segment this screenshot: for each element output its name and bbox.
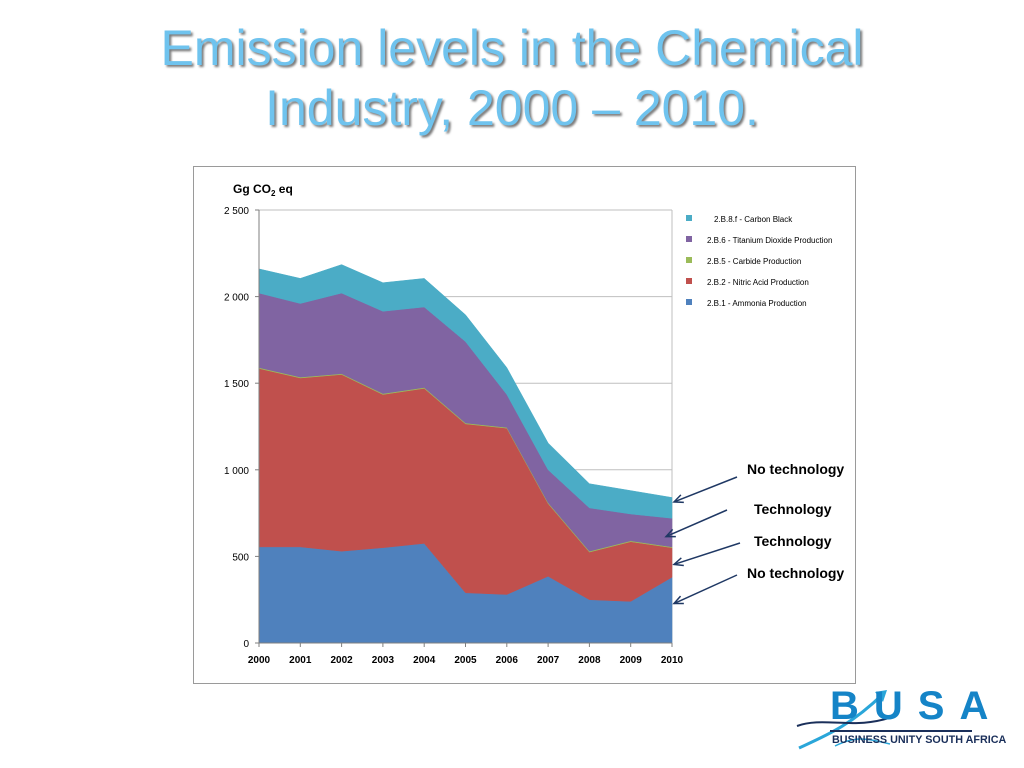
annotation-arrows [664, 476, 741, 605]
legend-swatch [686, 257, 692, 263]
slide-title-line-1: Emission levels in the Chemical [160, 20, 864, 76]
busa-logo-word: BUSA [830, 684, 1004, 728]
annotation-technology-lower: Technology [754, 533, 832, 549]
axes: 0 500 1 000 1 500 2 000 2 500 2000 2001 2002 2003… [224, 182, 684, 666]
legend-swatch [686, 215, 692, 221]
chart-legend: 2.B.8.f - Carbon Black 2.B.6 - Titanium D… [686, 215, 832, 308]
annotation-arrow-head [672, 494, 684, 504]
annotation-arrow-head [664, 528, 676, 538]
x-tick-label: 2002 [330, 655, 353, 666]
busa-logo-subtitle: BUSINESS UNITY SOUTH AFRICA [832, 734, 1007, 746]
legend-label: 2.B.8.f - Carbon Black [714, 215, 793, 224]
annotation-arrow-line [665, 509, 728, 538]
x-tick-label: 2003 [372, 655, 395, 666]
busa-logo-rule [830, 730, 972, 732]
x-tick-label: 2007 [537, 655, 560, 666]
annotation-arrow-line [673, 542, 741, 566]
slide-title-line-2: Industry, 2000 – 2010. [265, 80, 759, 136]
legend-label: 2.B.1 - Ammonia Production [707, 299, 807, 308]
annotation-arrow-line [673, 574, 738, 605]
y-tick-label: 2 000 [224, 293, 249, 304]
y-tick-label: 2 500 [224, 206, 249, 217]
annotation-no-technology-top: No technology [747, 461, 845, 477]
legend-swatch [686, 278, 692, 284]
y-tick-label: 500 [232, 552, 249, 563]
x-tick-label: 2006 [496, 655, 519, 666]
stacked-areas [258, 264, 673, 644]
y-tick-label: 0 [243, 639, 249, 650]
x-tick-label: 2005 [454, 655, 477, 666]
legend-label: 2.B.2 - Nitric Acid Production [707, 278, 809, 287]
legend-swatch [686, 236, 692, 242]
annotation-no-technology-bottom: No technology [747, 565, 845, 581]
x-tick-label: 2009 [620, 655, 643, 666]
legend-label: 2.B.6 - Titanium Dioxide Production [707, 236, 832, 245]
area-carbon-black [258, 264, 673, 519]
x-tick-label: 2010 [661, 655, 684, 666]
annotation-technology-upper: Technology [754, 501, 832, 517]
busa-logo-swoosh [796, 690, 896, 750]
y-axis-label: Gg CO2 eq [233, 182, 293, 198]
x-tick-label: 2000 [248, 655, 271, 666]
annotation-arrow-line [673, 476, 738, 503]
x-tick-label: 2001 [289, 655, 312, 666]
x-tick-label: 2008 [578, 655, 601, 666]
slide-title: Emission levels in the Chemical Industry… [0, 18, 1024, 138]
legend-swatch [686, 299, 692, 305]
y-tick-label: 1 000 [224, 466, 249, 477]
x-tick-label: 2004 [413, 655, 436, 666]
legend-label: 2.B.5 - Carbide Production [707, 257, 801, 266]
annotation-arrow-head [672, 557, 684, 567]
annotation-arrow-head [672, 595, 684, 605]
y-tick-label: 1 500 [224, 379, 249, 390]
